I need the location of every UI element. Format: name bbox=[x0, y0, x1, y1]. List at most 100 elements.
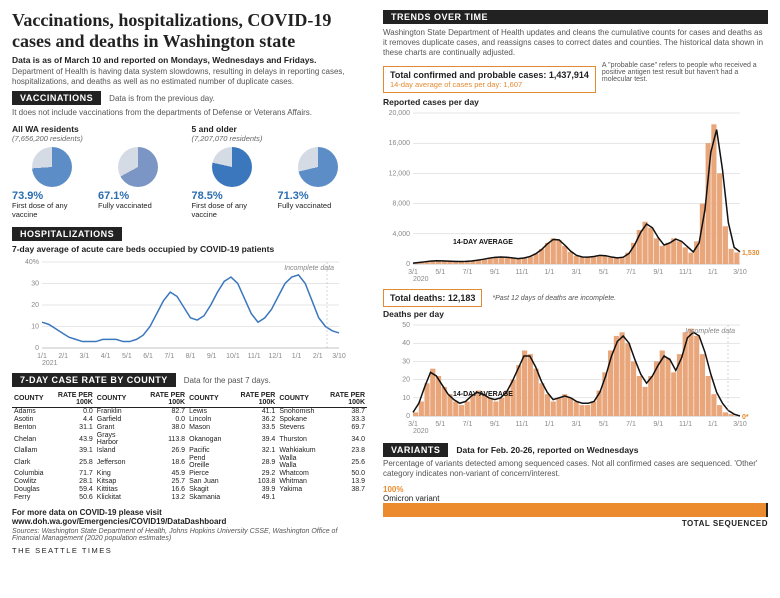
svg-text:9/1: 9/1 bbox=[653, 269, 663, 276]
svg-text:2020: 2020 bbox=[413, 276, 429, 282]
probable-note: A "probable case" refers to people who r… bbox=[602, 62, 768, 83]
svg-text:11/1: 11/1 bbox=[515, 421, 528, 428]
variants-side-note: Data for Feb. 20-26, reported on Wednesd… bbox=[456, 445, 638, 455]
svg-text:0: 0 bbox=[406, 413, 410, 420]
pie-group-title: 5 and older bbox=[192, 124, 368, 134]
svg-text:9/1: 9/1 bbox=[653, 421, 663, 428]
vaccinations-title: VACCINATIONS bbox=[12, 91, 101, 105]
svg-text:40%: 40% bbox=[25, 259, 39, 266]
variants-bar: 100% Omicron variant TOTAL SEQUENCED bbox=[383, 485, 768, 528]
cases-chart: 04,0008,00012,00016,00020,0003/15/17/19/… bbox=[383, 107, 768, 285]
svg-text:30: 30 bbox=[402, 358, 410, 365]
svg-text:9/1: 9/1 bbox=[490, 421, 500, 428]
svg-text:9/1: 9/1 bbox=[490, 269, 500, 276]
svg-text:5/1: 5/1 bbox=[599, 421, 609, 428]
svg-text:50: 50 bbox=[402, 322, 410, 329]
svg-text:2/1: 2/1 bbox=[58, 353, 68, 360]
svg-text:2/1: 2/1 bbox=[313, 353, 323, 360]
svg-text:1,530: 1,530 bbox=[742, 250, 760, 257]
svg-text:11/1: 11/1 bbox=[679, 421, 692, 428]
svg-text:20: 20 bbox=[31, 302, 39, 309]
vaccinations-sub-note: It does not include vaccinations from th… bbox=[12, 108, 367, 118]
svg-text:12/1: 12/1 bbox=[269, 353, 283, 360]
svg-text:3/10: 3/10 bbox=[733, 269, 747, 276]
svg-text:3/1: 3/1 bbox=[572, 421, 582, 428]
pie-row: All WA residents (7,656,200 residents) 7… bbox=[12, 124, 367, 219]
svg-text:11/1: 11/1 bbox=[515, 269, 528, 276]
pie-group-sub: (7,207,070 residents) bbox=[192, 134, 368, 143]
svg-text:6/1: 6/1 bbox=[143, 353, 153, 360]
county-table: COUNTYRATE PER 100KCOUNTYRATE PER 100KCO… bbox=[12, 391, 367, 502]
svg-text:0*: 0* bbox=[742, 414, 749, 421]
svg-text:1/1: 1/1 bbox=[544, 269, 554, 276]
table-row: Columbia71.7King45.9Pierce29.2Whatcom50.… bbox=[12, 470, 367, 478]
pie-item: 73.9% First dose of any vaccine bbox=[12, 147, 92, 219]
pie-group-sub: (7,656,200 residents) bbox=[12, 134, 188, 143]
svg-text:1/1: 1/1 bbox=[708, 421, 718, 428]
svg-text:Incomplete data: Incomplete data bbox=[685, 328, 735, 335]
table-row: Clallam39.1Island26.9Pacific32.1Wahkiaku… bbox=[12, 447, 367, 455]
svg-text:5/1: 5/1 bbox=[599, 269, 609, 276]
svg-text:5/1: 5/1 bbox=[122, 353, 132, 360]
variants-title: VARIANTS bbox=[383, 443, 448, 457]
svg-text:10: 10 bbox=[31, 323, 39, 330]
table-row: Chelan43.9Grays Harbor113.8Okanogan39.4T… bbox=[12, 432, 367, 447]
table-row: Clark25.8Jefferson18.6Pend Oreille28.9Wa… bbox=[12, 455, 367, 470]
svg-text:1/1: 1/1 bbox=[37, 353, 47, 360]
trends-intro: Washington State Department of Health up… bbox=[383, 28, 768, 58]
svg-text:20: 20 bbox=[402, 377, 410, 384]
svg-text:8,000: 8,000 bbox=[392, 201, 410, 208]
county-side-note: Data for the past 7 days. bbox=[184, 376, 271, 386]
svg-text:3/1: 3/1 bbox=[572, 269, 582, 276]
svg-text:4/1: 4/1 bbox=[101, 353, 111, 360]
hospitalizations-chart: 010203040%1/12/13/14/15/16/17/18/19/110/… bbox=[12, 256, 367, 369]
footer-more: For more data on COVID-19 please visit bbox=[12, 508, 162, 517]
table-row: Benton31.1Grant38.0Mason33.5Stevens69.7 bbox=[12, 424, 367, 432]
footer-sources: Sources: Washington State Department of … bbox=[12, 528, 367, 542]
svg-text:3/1: 3/1 bbox=[80, 353, 90, 360]
table-row: Douglas59.4Kittitas16.6Skagit39.9Yakima3… bbox=[12, 486, 367, 494]
vaccinations-side-note: Data is from the previous day. bbox=[109, 94, 215, 104]
headline: Vaccinations, hospitalizations, COVID-19… bbox=[12, 10, 367, 51]
deaths-chart: 0 10 20 30 40 50 3/1 5/1 7/1 9/1 11/1 1/1 3/1 5/1 7/1 9… bbox=[383, 319, 768, 437]
subhead: Data is as of March 10 and reported on M… bbox=[12, 55, 367, 65]
variants-intro: Percentage of variants detected among se… bbox=[383, 459, 768, 479]
hospitalizations-sub: 7-day average of acute care beds occupie… bbox=[12, 244, 367, 254]
svg-text:4,000: 4,000 bbox=[392, 231, 410, 238]
footer-url: www.doh.wa.gov/Emergencies/COVID19/DataD… bbox=[12, 517, 226, 526]
footer-brand: THE SEATTLE TIMES bbox=[12, 546, 367, 555]
intro-note: Department of Health is having data syst… bbox=[12, 67, 367, 87]
svg-text:3/1: 3/1 bbox=[408, 421, 418, 428]
deaths-chart-title: Deaths per day bbox=[383, 309, 768, 319]
svg-text:1/1: 1/1 bbox=[708, 269, 718, 276]
svg-text:8/1: 8/1 bbox=[186, 353, 196, 360]
svg-text:5/1: 5/1 bbox=[435, 421, 445, 428]
svg-text:3/1: 3/1 bbox=[408, 269, 418, 276]
deaths-callout: Total deaths: 12,183 bbox=[383, 289, 482, 307]
svg-text:10: 10 bbox=[402, 395, 410, 402]
svg-text:5/1: 5/1 bbox=[435, 269, 445, 276]
svg-text:9/1: 9/1 bbox=[207, 353, 217, 360]
svg-text:16,000: 16,000 bbox=[389, 140, 411, 147]
svg-text:0: 0 bbox=[35, 345, 39, 352]
svg-text:40: 40 bbox=[402, 340, 410, 347]
svg-text:1/1: 1/1 bbox=[292, 353, 302, 360]
svg-text:10/1: 10/1 bbox=[226, 353, 240, 360]
svg-text:3/10: 3/10 bbox=[332, 353, 346, 360]
cases-callout: Total confirmed and probable cases: 1,43… bbox=[383, 66, 596, 93]
svg-text:14-DAY AVERAGE: 14-DAY AVERAGE bbox=[453, 391, 513, 398]
cases-chart-title: Reported cases per day bbox=[383, 97, 768, 107]
svg-text:Incomplete data: Incomplete data bbox=[284, 265, 334, 272]
svg-text:7/1: 7/1 bbox=[463, 421, 473, 428]
svg-text:11/1: 11/1 bbox=[248, 353, 261, 360]
svg-text:30: 30 bbox=[31, 280, 39, 287]
table-row: Adams0.0Franklin82.7Lewis41.1Snohomish38… bbox=[12, 407, 367, 416]
svg-text:0: 0 bbox=[406, 261, 410, 268]
svg-text:14-DAY AVERAGE: 14-DAY AVERAGE bbox=[453, 239, 513, 246]
svg-text:12,000: 12,000 bbox=[389, 170, 411, 177]
svg-text:7/1: 7/1 bbox=[626, 421, 636, 428]
svg-text:2021: 2021 bbox=[42, 360, 58, 366]
table-row: Cowlitz28.1Kitsap25.7San Juan103.8Whitma… bbox=[12, 478, 367, 486]
trends-title: TRENDS OVER TIME bbox=[383, 10, 768, 24]
county-title: 7-DAY CASE RATE BY COUNTY bbox=[12, 373, 176, 387]
